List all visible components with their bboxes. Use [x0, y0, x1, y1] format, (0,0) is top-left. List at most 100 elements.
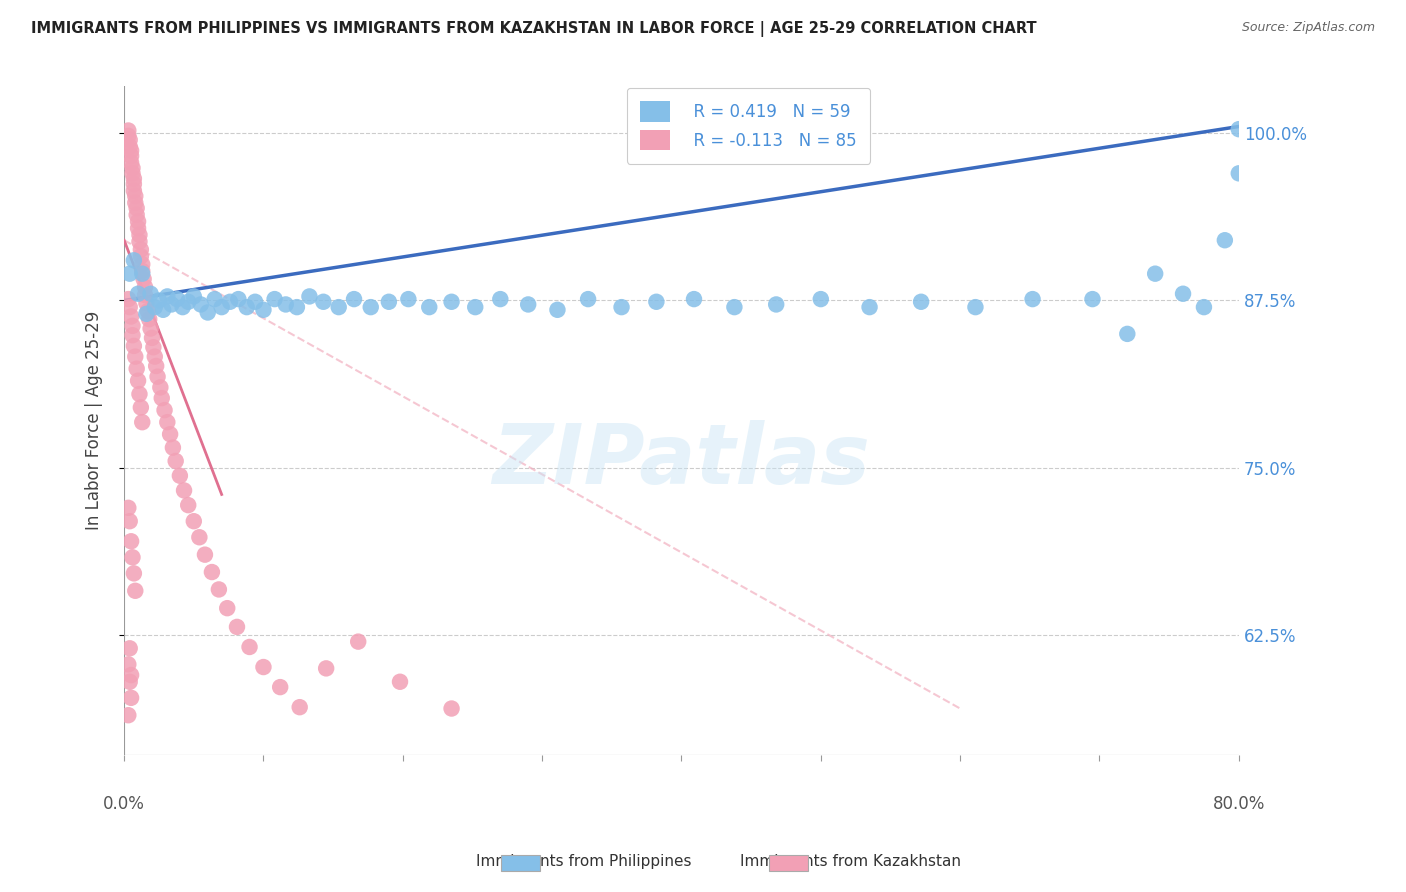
Point	[138, 312, 160, 326]
Point	[139, 321, 162, 335]
Point	[243, 294, 266, 309]
Point	[360, 300, 382, 314]
Point	[120, 149, 142, 163]
Point	[208, 582, 231, 597]
Point	[197, 305, 219, 319]
Point	[965, 300, 987, 314]
Point	[440, 701, 463, 715]
Point	[139, 286, 162, 301]
Point	[117, 123, 139, 137]
Point	[122, 177, 145, 191]
Point	[148, 293, 170, 308]
Point	[723, 300, 745, 314]
Point	[141, 331, 163, 345]
Point	[127, 214, 149, 228]
Point	[315, 661, 337, 675]
Point	[125, 208, 148, 222]
Point	[145, 359, 167, 373]
Point	[143, 350, 166, 364]
Point	[159, 427, 181, 442]
Point	[129, 243, 152, 257]
Text: Immigrants from Kazakhstan: Immigrants from Kazakhstan	[740, 855, 962, 869]
Text: 0.0%: 0.0%	[103, 796, 145, 814]
Point	[188, 530, 211, 544]
Point	[125, 361, 148, 376]
Point	[328, 300, 350, 314]
Point	[238, 640, 260, 654]
Point	[219, 294, 242, 309]
Point	[1192, 300, 1215, 314]
Point	[118, 267, 141, 281]
Point	[117, 128, 139, 143]
Point	[127, 374, 149, 388]
Point	[150, 391, 173, 405]
Point	[517, 297, 540, 311]
Point	[117, 292, 139, 306]
Point	[131, 257, 153, 271]
Point	[228, 292, 250, 306]
Point	[1021, 292, 1043, 306]
Point	[143, 300, 166, 314]
Point	[118, 514, 141, 528]
Text: Immigrants from Philippines: Immigrants from Philippines	[475, 855, 692, 869]
Point	[489, 292, 512, 306]
Point	[120, 668, 142, 682]
Point	[418, 300, 440, 314]
Point	[190, 297, 212, 311]
Point	[117, 657, 139, 672]
Point	[464, 300, 486, 314]
Text: IMMIGRANTS FROM PHILIPPINES VS IMMIGRANTS FROM KAZAKHSTAN IN LABOR FORCE | AGE 2: IMMIGRANTS FROM PHILIPPINES VS IMMIGRANT…	[31, 21, 1036, 37]
Point	[263, 292, 285, 306]
Point	[1081, 292, 1104, 306]
Point	[285, 300, 308, 314]
Point	[1227, 166, 1250, 180]
Point	[201, 565, 224, 579]
Point	[146, 369, 169, 384]
Point	[217, 601, 239, 615]
Point	[312, 294, 335, 309]
Point	[132, 272, 155, 286]
Point	[118, 139, 141, 153]
Point	[124, 189, 146, 203]
Text: ZIPatlas: ZIPatlas	[492, 420, 870, 501]
Text: 80.0%: 80.0%	[1212, 796, 1265, 814]
Point	[173, 483, 195, 498]
Point	[129, 401, 152, 415]
Point	[440, 294, 463, 309]
Point	[122, 253, 145, 268]
Point	[118, 133, 141, 147]
Point	[135, 296, 157, 310]
Point	[235, 300, 257, 314]
Point	[122, 566, 145, 581]
Point	[177, 294, 200, 309]
Point	[125, 201, 148, 215]
Y-axis label: In Labor Force | Age 25-29: In Labor Force | Age 25-29	[86, 311, 103, 531]
Point	[1116, 326, 1139, 341]
Point	[211, 300, 233, 314]
Point	[160, 297, 183, 311]
Point	[204, 292, 226, 306]
Legend:   R = 0.419   N = 59,   R = -0.113   N = 85: R = 0.419 N = 59, R = -0.113 N = 85	[627, 88, 870, 163]
Point	[156, 415, 179, 429]
Point	[121, 328, 143, 343]
Point	[118, 674, 141, 689]
Point	[134, 280, 156, 294]
Point	[121, 550, 143, 565]
Point	[142, 340, 165, 354]
Point	[226, 620, 249, 634]
Point	[576, 292, 599, 306]
Point	[135, 307, 157, 321]
Point	[120, 144, 142, 158]
Point	[172, 300, 194, 314]
Point	[177, 498, 200, 512]
Point	[122, 171, 145, 186]
Point	[127, 286, 149, 301]
Point	[389, 674, 412, 689]
Point	[122, 339, 145, 353]
Point	[121, 318, 143, 333]
Point	[162, 441, 184, 455]
Point	[183, 289, 205, 303]
Point	[131, 264, 153, 278]
Point	[121, 166, 143, 180]
Point	[298, 289, 321, 303]
